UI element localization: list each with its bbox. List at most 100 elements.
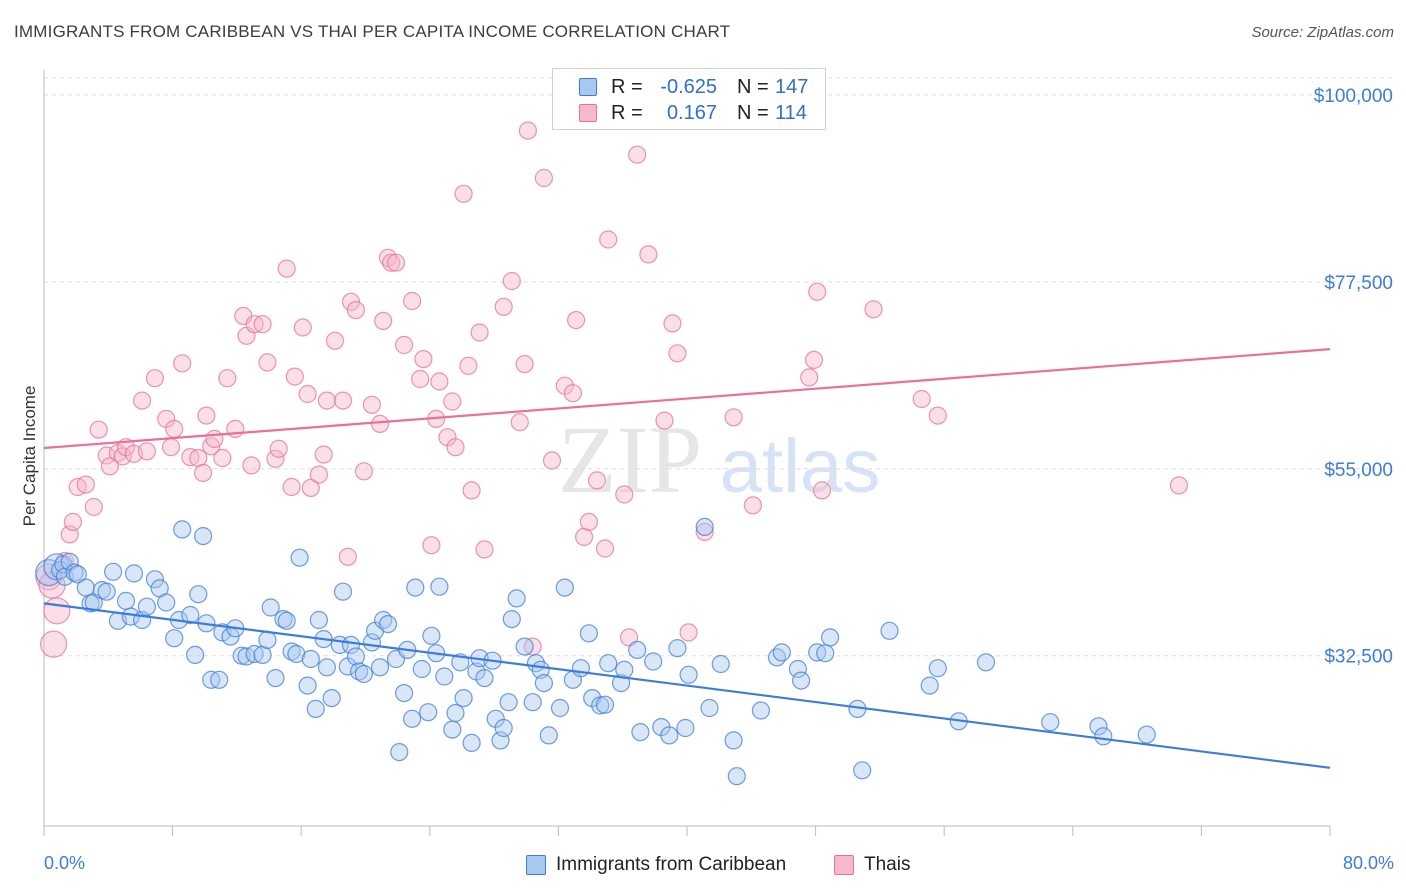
thais-point (446, 438, 465, 457)
caribbean-point (1094, 727, 1113, 746)
thais-point (443, 392, 462, 411)
legend-r-label: R = (611, 101, 643, 124)
caribbean-point (515, 637, 534, 656)
caribbean-point (502, 609, 521, 629)
thais-point (285, 367, 304, 386)
caribbean-point (378, 614, 398, 634)
thais-point (133, 391, 152, 410)
gridlines (44, 77, 1394, 657)
legend-label-thais: Thais (864, 854, 911, 875)
thais-point (928, 406, 947, 425)
thais-point (205, 429, 224, 448)
thais-point (695, 522, 714, 542)
legend-label-caribbean: Immigrants from Caribbean (556, 854, 787, 875)
thais-point (494, 297, 513, 316)
caribbean-point (317, 658, 336, 677)
thais-point (213, 448, 232, 468)
thais-point (804, 350, 824, 369)
thais-point (663, 314, 682, 333)
thais-point (137, 442, 156, 461)
caribbean-point (539, 726, 558, 745)
thais-point (161, 438, 181, 457)
caribbean-point (354, 664, 373, 684)
thais-point (100, 457, 120, 476)
caribbean-point (711, 654, 730, 674)
y-tick-label: $32,500 (1324, 647, 1393, 668)
caribbean-point (422, 626, 441, 645)
y-tick-label: $100,000 (1314, 86, 1393, 107)
thais-point (563, 384, 583, 403)
caribbean-point (403, 709, 422, 728)
caribbean-point (258, 630, 277, 650)
thais-point (579, 512, 599, 532)
thais-point (269, 439, 288, 458)
thais-point (382, 253, 401, 272)
thais-point (386, 253, 406, 272)
caribbean-point (534, 673, 554, 693)
thais-point (628, 145, 647, 164)
thais-point (668, 344, 687, 363)
caribbean-point (165, 629, 184, 648)
caribbean-point (253, 645, 272, 665)
thais-point (97, 446, 116, 465)
caribbean-point (210, 670, 229, 689)
caribbean-point (341, 635, 361, 655)
caribbean-point (145, 570, 164, 589)
thais-point (470, 323, 489, 342)
correlation-legend: R = -0.625 N = 147 R = 0.167 N = 114 (552, 68, 826, 130)
caribbean-point (137, 597, 156, 616)
caribbean-point (631, 722, 650, 742)
legend-swatch-blue (579, 78, 597, 96)
thais-point (475, 540, 494, 559)
caribbean-point (454, 688, 473, 708)
caribbean-point (309, 610, 328, 630)
caribbean-point (676, 718, 695, 738)
thais-point (566, 311, 586, 330)
caribbean-point (274, 609, 293, 629)
caribbean-point (395, 683, 414, 703)
legend-swatch-blue (526, 855, 546, 875)
thais-point (43, 597, 71, 625)
legend-item-thais[interactable]: Thais (834, 852, 910, 878)
caribbean-point (290, 548, 309, 567)
caribbean-point (1089, 717, 1108, 736)
caribbean-point (700, 698, 719, 718)
legend-row-thais: R = 0.167 N = 114 (579, 101, 807, 125)
watermark-zip: ZIP (558, 406, 702, 513)
source-credit: Source: ZipAtlas.com (1251, 24, 1394, 41)
legend-r-value: 0.167 (666, 101, 717, 124)
thais-point (39, 630, 68, 658)
caribbean-point (816, 644, 835, 663)
thais-point (89, 420, 108, 439)
thais-point (370, 414, 390, 433)
caribbean-point (277, 611, 296, 630)
caribbean-point (788, 659, 808, 679)
thais-point (165, 419, 184, 438)
caribbean-point (186, 645, 205, 665)
caribbean-point (68, 565, 87, 584)
thais-point (655, 411, 674, 430)
thais-point (574, 527, 594, 547)
caribbean-point (116, 591, 136, 611)
caribbean-point (157, 593, 176, 612)
thais-point (293, 318, 312, 337)
thais-point (266, 449, 285, 468)
caribbean-point (1137, 725, 1156, 744)
caribbean-point (507, 589, 526, 608)
caribbean-point (194, 526, 213, 546)
thais-point (542, 451, 562, 470)
thais-point (430, 372, 449, 391)
thais-point (242, 456, 261, 475)
caribbean-point (579, 624, 599, 643)
thais-point (354, 462, 373, 481)
caribbean-point (462, 733, 481, 753)
caribbean-point (333, 582, 353, 601)
chart-title: IMMIGRANTS FROM CARIBBEAN VS THAI PER CA… (14, 22, 731, 41)
thais-point (282, 477, 301, 497)
caribbean-point (350, 662, 369, 681)
legend-item-caribbean[interactable]: Immigrants from Caribbean (526, 852, 786, 878)
caribbean-point (322, 688, 341, 708)
thais-point (422, 536, 441, 555)
thais-point (502, 271, 521, 291)
